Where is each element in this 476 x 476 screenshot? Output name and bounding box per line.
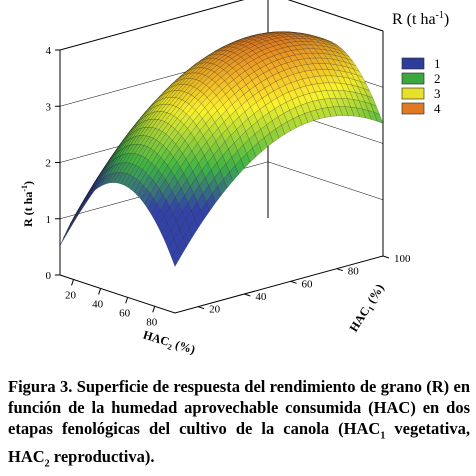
z-tick-label: 2 — [46, 158, 52, 170]
y-tick-label: 20 — [209, 304, 221, 316]
y-tick — [290, 280, 297, 284]
x-tick-label: 60 — [119, 307, 131, 319]
x-tick-label: 80 — [146, 316, 158, 328]
x-tick-label: 40 — [92, 298, 104, 310]
x-tick — [71, 279, 75, 286]
y-tick-label: 100 — [394, 253, 411, 265]
legend-swatch — [401, 87, 425, 100]
caption-label: Figura 3. — [8, 377, 73, 396]
surface-cell — [77, 199, 87, 217]
x-tick — [152, 306, 156, 313]
z-axis-title: R (t ha-1) — [20, 181, 35, 227]
caption-sub-2: 2 — [44, 458, 50, 470]
y-tick-label: 60 — [302, 278, 314, 290]
z-tick-label: 3 — [46, 101, 52, 113]
z-tick-label: 1 — [46, 214, 52, 226]
y-tick — [336, 268, 343, 272]
figure-caption: Figura 3. Superficie de respuesta del re… — [8, 376, 470, 475]
z-gridline — [59, 161, 384, 220]
y-tick — [197, 306, 205, 310]
surface-cell — [71, 208, 81, 226]
legend-swatch — [401, 57, 425, 70]
caption-sub-1: 1 — [380, 430, 386, 442]
z-tick-label: 4 — [46, 45, 52, 57]
caption-text-a: Superficie de respuesta del rendimiento … — [8, 377, 470, 438]
x-tick — [125, 297, 129, 304]
caption-text-c: reproductiva). — [49, 447, 155, 467]
x-tick-label: 20 — [65, 289, 77, 301]
legend-label: 2 — [434, 71, 441, 86]
y-tick-label: 80 — [348, 266, 360, 278]
legend-label: 4 — [434, 101, 441, 116]
legend-label: 3 — [434, 86, 441, 101]
surface-cell — [171, 246, 181, 267]
legend-swatch — [401, 72, 425, 85]
z-tick-label: 0 — [46, 270, 52, 282]
y-axis-title: HAC1 (%) — [346, 281, 388, 335]
caption-text-b: vegetativa, HAC — [8, 419, 470, 467]
y-tick — [382, 255, 390, 259]
legend-label: 1 — [434, 56, 441, 71]
tick-labels: 0 1 2 3 4 20 40 60 80 20 40 60 80 100 — [46, 45, 412, 328]
y-tick-label: 40 — [255, 291, 266, 303]
base-front-edges — [59, 255, 384, 314]
y-tick — [244, 293, 251, 297]
legend-title: R (t ha-1) — [392, 10, 449, 28]
x-axis-title: HAC2 (%) — [141, 328, 197, 359]
legend-swatch — [401, 102, 425, 115]
z-gridline — [59, 0, 384, 51]
response-surface — [59, 31, 384, 267]
x-tick — [98, 288, 102, 295]
